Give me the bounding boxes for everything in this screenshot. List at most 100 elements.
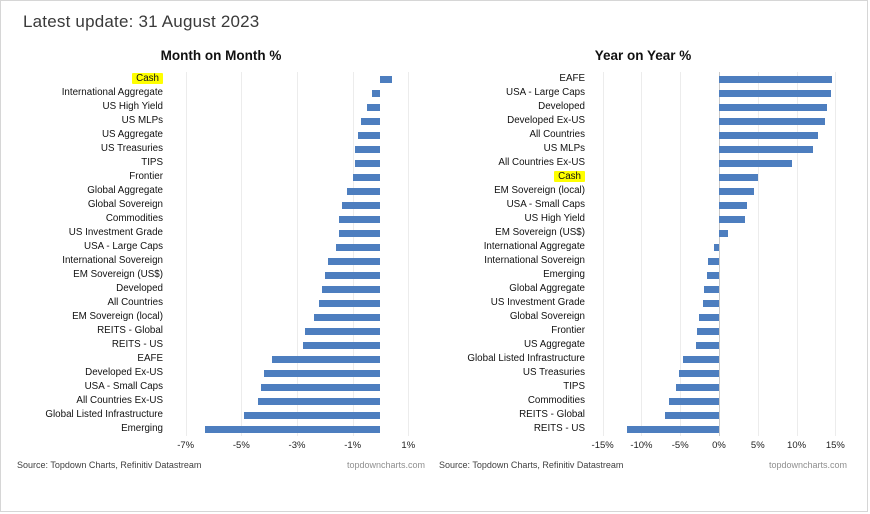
category-label: Developed Ex-US [85,367,163,378]
x-tick-label: -1% [344,440,362,451]
bar-row [591,422,847,436]
gridline [297,72,298,436]
gridline [757,72,759,436]
bar [719,103,827,111]
chart-footer: Source: Topdown Charts, Refinitiv Datast… [17,460,425,470]
bar [696,327,719,335]
bar-row [169,268,425,282]
bar [682,355,719,363]
x-tick-label: -10% [630,440,653,451]
x-axis: -7% -5% -3% -1% 1% [169,436,425,453]
bar-row [169,184,425,198]
bar [703,299,719,307]
bar [347,187,381,195]
bar [679,369,719,377]
plot-wrap: -7% -5% -3% -1% 1% [169,72,425,453]
bar-row [169,240,425,254]
category-label: Developed [538,101,585,112]
category-label: Frontier [129,171,163,182]
category-label: REITS - US [533,423,585,434]
bar [352,173,381,181]
category-axis: Cash International Aggregate US High Yield… [17,72,169,453]
category-label: Developed [116,283,163,294]
bar-row [169,170,425,184]
category-label: Cash [17,72,169,86]
category-label: Global Listed Infrastructure [45,409,163,420]
bar-row [591,296,847,310]
category-label: Emerging [543,269,585,280]
category-label: US Investment Grade [68,227,163,238]
category-label: All Countries Ex-US [76,395,163,406]
bar-row [591,170,847,184]
bar-row [591,324,847,338]
bar [355,145,381,153]
gridline [185,72,187,436]
bar-row [591,268,847,282]
bar-row [169,394,425,408]
bar [719,117,825,125]
bar [719,201,747,209]
bar-row [591,142,847,156]
bar-row [169,156,425,170]
bar [719,75,833,83]
gridline [680,72,682,436]
bar-row [591,352,847,366]
bar [719,229,728,237]
bar-row [591,310,847,324]
source-text: Source: Topdown Charts, Refinitiv Datast… [17,460,202,470]
bar [358,131,381,139]
bar-row [169,310,425,324]
chart-title: Year on Year % [594,48,692,63]
category-label: US Investment Grade [490,297,585,308]
bar [704,285,719,293]
category-label: US High Yield [524,213,585,224]
category-label: Developed Ex-US [507,115,585,126]
category-label: Emerging [121,423,163,434]
bar [668,397,719,405]
category-label: EM Sovereign (local) [72,311,163,322]
bar-row [169,352,425,366]
bar [719,159,792,167]
bar [372,89,381,97]
bar [263,369,381,377]
category-label: US Treasuries [100,143,163,154]
bar [327,257,381,265]
category-label: TIPS [563,381,585,392]
chart-body: EAFE USA - Large Caps Developed Developed E… [439,72,847,453]
chart-month-on-month: Month on Month % Cash International Aggre… [17,48,425,470]
bar-row [591,408,847,422]
category-label: USA - Small Caps [506,199,585,210]
bar-row [591,254,847,268]
bar [665,411,719,419]
bar-row [169,422,425,436]
zero-gridline [719,72,720,436]
bar [719,215,746,223]
x-tick-label: -5% [232,440,250,451]
category-label: US Treasuries [522,367,585,378]
bar-row [169,282,425,296]
bar-row [591,72,847,86]
category-label: All Countries [529,129,585,140]
plot-area [591,72,847,436]
category-label: International Sovereign [484,255,585,266]
bar [361,117,381,125]
bar-row [169,142,425,156]
bar [319,299,381,307]
chart-body: Cash International Aggregate US High Yield… [17,72,425,453]
category-label: USA - Large Caps [84,241,163,252]
bar [302,341,381,349]
gridline [241,72,243,436]
bar [719,131,818,139]
category-label: USA - Large Caps [506,87,585,98]
bar [380,75,392,83]
bar-row [591,240,847,254]
bar-row [591,198,847,212]
category-label: Commodities [527,395,585,406]
chart-title: Month on Month % [160,48,282,63]
bar-row [169,212,425,226]
bar-row [591,394,847,408]
bar-row [591,212,847,226]
x-tick-label: -7% [177,440,195,451]
category-label: Global Listed Infrastructure [467,353,585,364]
bar [313,313,381,321]
